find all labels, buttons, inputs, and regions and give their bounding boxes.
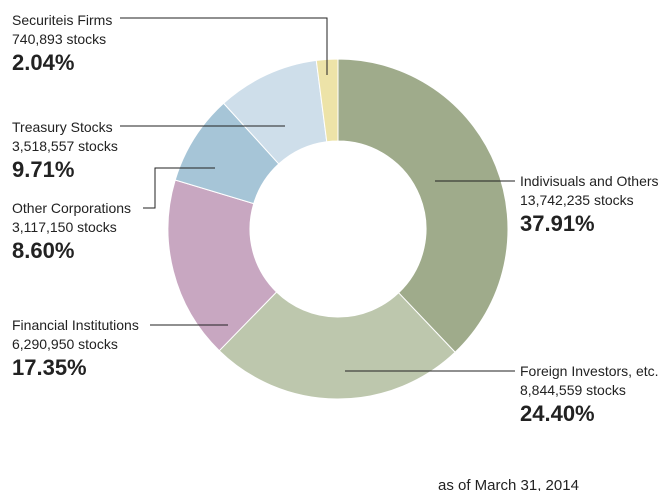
share-label: 3,518,557 stocks: [12, 138, 118, 154]
value-label: 8.60%: [12, 238, 74, 263]
donut-segment: [218, 291, 456, 400]
donut-segment: [315, 58, 339, 143]
value-label: 24.40%: [520, 401, 595, 426]
note: as of March 31, 2014: [438, 477, 579, 491]
segment-label: Financial Institutions: [12, 317, 139, 333]
share-label: 740,893 stocks: [12, 31, 106, 47]
donut-segment: [337, 58, 509, 353]
segment-label: Securiteis Firms: [12, 12, 112, 28]
leader-line: [143, 167, 215, 209]
segment-label: Other Corporations: [12, 200, 131, 216]
donut-segment: [167, 179, 278, 352]
share-label: 6,290,950 stocks: [12, 336, 118, 352]
segment-label: Treasury Stocks: [12, 119, 113, 135]
value-label: 17.35%: [12, 355, 87, 380]
value-label: 2.04%: [12, 50, 74, 75]
share-label: 8,844,559 stocks: [520, 382, 626, 398]
segment-label: Indivisuals and Others: [520, 173, 659, 189]
segment-label: Foreign Investors, etc.: [520, 363, 659, 379]
leader-line: [120, 17, 328, 75]
value-label: 37.91%: [520, 211, 595, 236]
share-label: 3,117,150 stocks: [12, 219, 117, 235]
share-label: 13,742,235 stocks: [520, 192, 634, 208]
value-label: 9.71%: [12, 157, 74, 182]
